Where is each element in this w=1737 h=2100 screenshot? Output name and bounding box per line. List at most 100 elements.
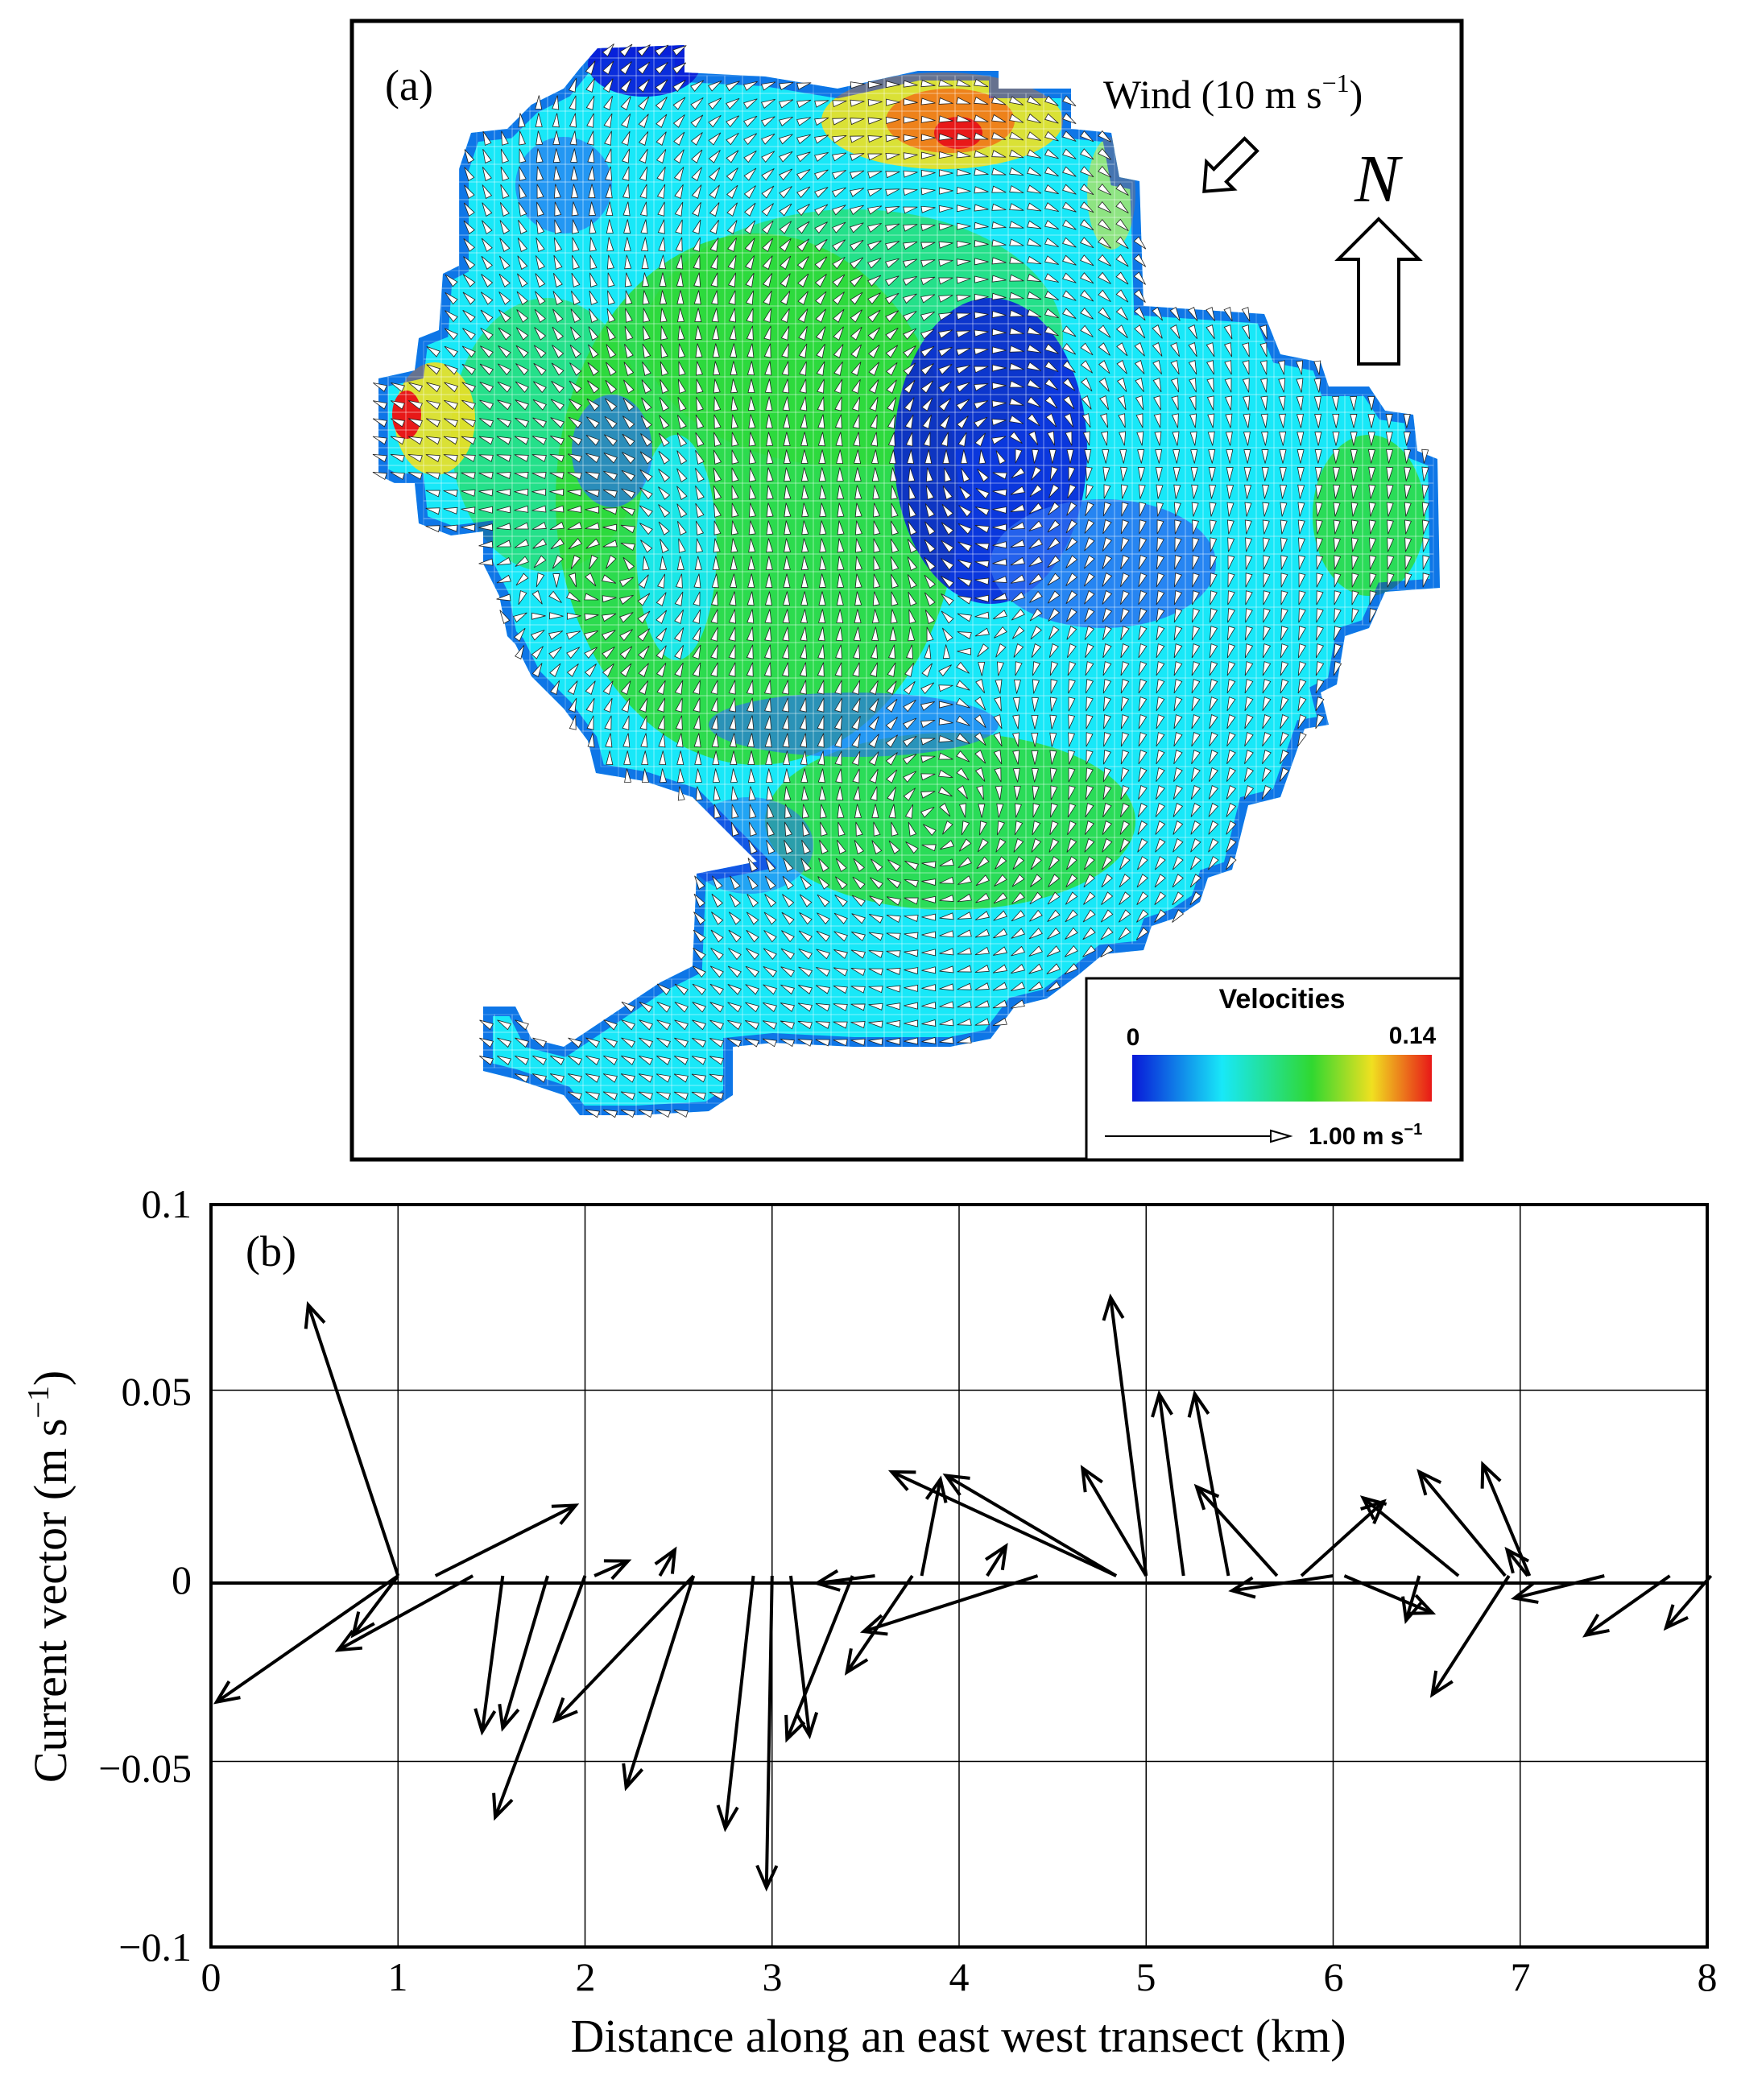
current-arrow-icon	[655, 62, 668, 75]
grid-cell	[1326, 535, 1346, 555]
grid-cell	[990, 624, 1009, 643]
grid-cell	[476, 465, 495, 484]
x-tick-label: 1	[388, 1954, 408, 1999]
grid-cell	[370, 376, 389, 395]
current-arrow-icon	[796, 99, 812, 109]
grid-cell	[671, 730, 690, 750]
grid-cell	[883, 217, 903, 236]
current-arrow-icon	[1027, 378, 1041, 390]
grid-cell	[777, 394, 796, 413]
grid-cell	[848, 571, 867, 590]
grid-cell	[1238, 730, 1257, 750]
current-arrow-icon	[762, 238, 774, 252]
current-arrow-icon	[1009, 309, 1024, 317]
current-arrow-icon	[604, 398, 618, 411]
current-arrow-icon	[991, 132, 1007, 140]
grid-cell	[706, 783, 726, 803]
grid-cell	[990, 447, 1009, 466]
grid-cell	[901, 482, 920, 502]
grid-cell	[529, 429, 548, 449]
current-arrow-icon	[1260, 378, 1268, 393]
current-arrow-icon	[850, 188, 865, 197]
grid-cell	[724, 1014, 743, 1033]
grid-cell	[1202, 571, 1222, 590]
grid-cell	[1149, 358, 1168, 378]
grid-cell	[440, 376, 460, 395]
grid-cell	[529, 287, 548, 307]
grid-cell	[1007, 783, 1027, 803]
current-arrow-icon	[656, 114, 668, 128]
grid-cell	[1149, 854, 1168, 874]
grid-cell	[1202, 394, 1222, 413]
grid-cell	[529, 465, 548, 484]
current-arrow-icon	[1062, 308, 1077, 319]
grid-cell	[883, 872, 903, 891]
grid-cell	[848, 199, 867, 218]
current-arrow-icon	[1009, 362, 1024, 370]
grid-cell	[458, 482, 478, 502]
current-arrow-icon	[814, 117, 829, 126]
grid-cell	[1007, 234, 1027, 254]
grid-cell	[1167, 411, 1186, 431]
grid-cell	[1096, 819, 1115, 838]
grid-cell	[813, 518, 832, 537]
current-arrow-icon	[589, 290, 598, 305]
grid-cell	[724, 553, 743, 573]
grid-cell	[689, 907, 708, 927]
grid-cell	[706, 1031, 726, 1051]
current-arrow-icon	[938, 295, 953, 303]
current-arrow-icon	[991, 310, 1007, 318]
grid-cell	[1167, 624, 1186, 643]
grid-cell	[1326, 465, 1346, 484]
lake-map	[370, 39, 1440, 1122]
grid-cell	[1238, 659, 1257, 679]
grid-cell	[990, 305, 1009, 325]
current-arrow-icon	[660, 308, 668, 323]
current-arrow-icon	[956, 382, 970, 393]
grid-cell	[777, 943, 796, 962]
current-arrow-icon	[708, 97, 722, 110]
grid-cell	[848, 252, 867, 271]
current-arrow-icon	[886, 98, 900, 106]
current-arrow-icon	[920, 363, 934, 376]
grid-cell	[919, 323, 938, 342]
grid-cell	[795, 589, 814, 608]
grid-cell	[1185, 783, 1204, 803]
grid-cell	[972, 358, 991, 378]
current-arrow-icon	[620, 96, 631, 110]
current-arrow-icon	[444, 382, 458, 393]
grid-cell	[706, 358, 726, 378]
current-arrow-icon	[464, 167, 475, 181]
grid-cell	[883, 589, 903, 608]
grid-cell	[1255, 589, 1275, 608]
grid-cell	[1309, 411, 1328, 431]
current-arrow-icon	[533, 362, 547, 376]
current-arrow-icon	[763, 343, 771, 358]
current-arrow-icon	[779, 151, 793, 163]
grid-cell	[954, 713, 974, 732]
grid-cell	[1061, 411, 1080, 431]
grid-cell	[954, 907, 974, 927]
grid-cell	[1096, 907, 1115, 927]
grid-cell	[724, 376, 743, 395]
grid-cell	[1202, 482, 1222, 502]
grid-cell	[1238, 305, 1257, 325]
grid-cell	[547, 624, 566, 643]
grid-cell	[795, 110, 814, 130]
grid-cell	[1114, 358, 1133, 378]
current-arrow-icon	[638, 114, 649, 128]
grid-cell	[1185, 518, 1204, 537]
grid-cell	[830, 535, 850, 555]
grid-cell	[671, 234, 690, 254]
grid-cell	[689, 376, 708, 395]
velocity-patch	[451, 298, 644, 572]
grid-cell	[883, 1014, 903, 1033]
grid-cell	[1096, 305, 1115, 325]
grid-cell	[618, 1085, 637, 1104]
grid-cell	[387, 429, 407, 449]
grid-cell	[919, 500, 938, 519]
grid-cell	[972, 287, 991, 307]
grid-cell	[1149, 323, 1168, 342]
grid-cell	[1149, 589, 1168, 608]
current-arrow-icon	[903, 98, 918, 106]
